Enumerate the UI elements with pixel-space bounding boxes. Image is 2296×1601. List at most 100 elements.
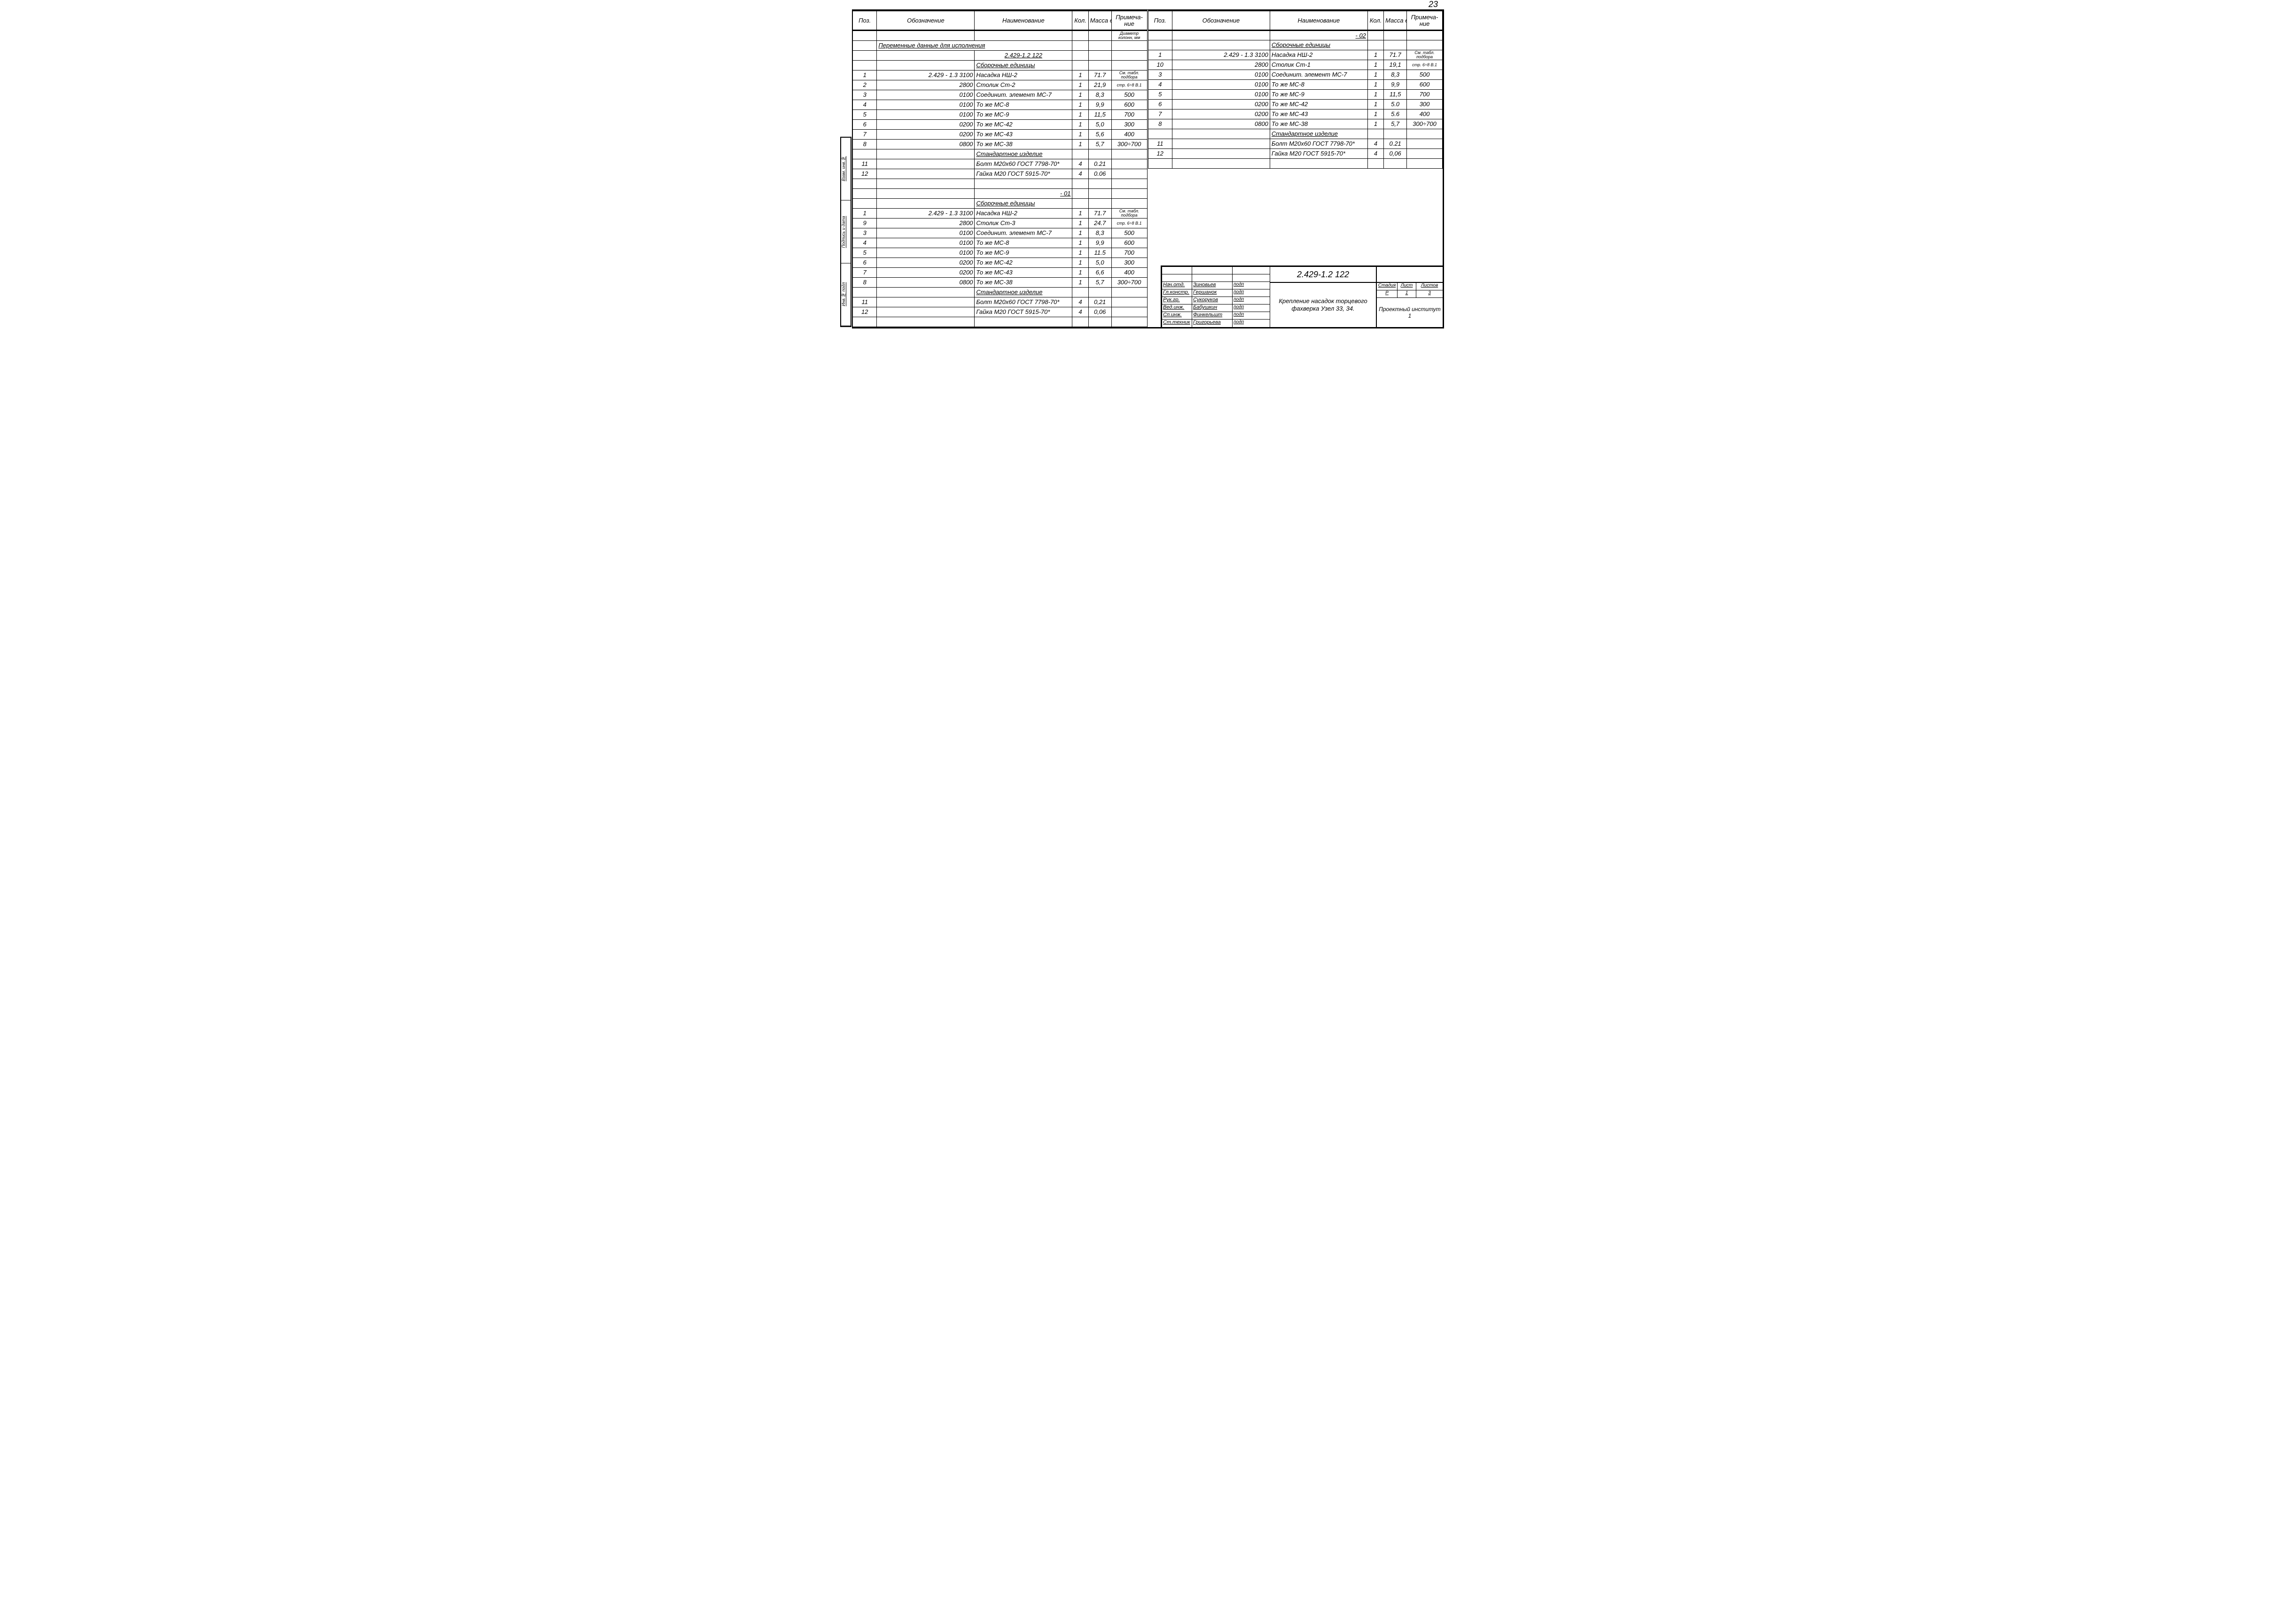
- cell-prim: [1111, 159, 1147, 169]
- cell-prim: [1407, 31, 1443, 40]
- cell-oboz: 0200: [877, 258, 975, 268]
- cell-kol: 1: [1072, 110, 1088, 120]
- cell-poz: [853, 149, 877, 159]
- cell-kol: 1: [1367, 50, 1383, 60]
- role-label: Гл.констр.: [1162, 289, 1192, 297]
- cell-poz: [853, 317, 877, 327]
- stage-header: Стадия Лист Листов: [1377, 283, 1443, 290]
- cell-kol: 1: [1072, 248, 1088, 258]
- cell-kol: 1: [1072, 70, 1088, 80]
- cell-kol: 1: [1072, 90, 1088, 100]
- spec-table-right: Поз. Обозначение Наименование Кол. Масса…: [1148, 10, 1443, 169]
- role-label: Сп.инж.: [1162, 312, 1192, 319]
- cell-kol: 1: [1367, 60, 1383, 70]
- cell-kol: [1072, 179, 1088, 189]
- cell-kol: 1: [1367, 100, 1383, 109]
- cell-kol: 1: [1072, 258, 1088, 268]
- cell-naim: Болт М20х60 ГОСТ 7798-70*: [975, 297, 1072, 307]
- table-row: 12 Гайка М20 ГОСТ 5915-70* 4 0.06: [853, 169, 1148, 179]
- cell-poz: 11: [1148, 139, 1172, 149]
- cell-naim: Стандартное изделие: [1270, 129, 1367, 139]
- cell-poz: [853, 179, 877, 189]
- cell-naim: То же МС-42: [975, 120, 1072, 130]
- cell-poz: [853, 31, 877, 41]
- table-row: 1 2.429 - 1.3 3100 Насадка НШ-2 1 71.7 С…: [1148, 50, 1443, 60]
- cell-oboz: 0100: [877, 90, 975, 100]
- cell-oboz: [877, 297, 975, 307]
- organization: Проектный институт 1: [1377, 298, 1443, 327]
- cell-naim: Соединит. элемент МС-7: [975, 228, 1072, 238]
- cell-prim: 400: [1407, 109, 1443, 119]
- cell-kol: [1072, 149, 1088, 159]
- table-row: 10 2800 Столик Ст-1 1 19,1 стр. 6÷8 В.1: [1148, 60, 1443, 70]
- cell-poz: [853, 288, 877, 297]
- cell-naim: [975, 317, 1072, 327]
- cell-kol: 1: [1072, 268, 1088, 278]
- hdr-poz: Поз.: [853, 11, 877, 31]
- cell-prim: См. табл. подбора: [1111, 209, 1147, 219]
- cell-oboz: [1172, 129, 1270, 139]
- role-sig: подп: [1233, 289, 1270, 297]
- cell-poz: 4: [853, 100, 877, 110]
- cell-kol: [1072, 288, 1088, 297]
- title-block-roles: Нач.отд. Зиновьев подп Гл.констр. Гершан…: [1162, 267, 1270, 327]
- spec-table-left: Поз. Обозначение Наименование Кол. Масса…: [852, 10, 1148, 327]
- drawing-sheet: 23 Взам. инв.№ Подпись и дата Инв.№ подл…: [852, 9, 1444, 328]
- cell-mass: 5,0: [1088, 258, 1111, 268]
- cell-oboz: 0100: [877, 110, 975, 120]
- cell-mass: 11,5: [1384, 90, 1407, 100]
- cell-mass: 5,7: [1384, 119, 1407, 129]
- role-label: Вед.инж.: [1162, 305, 1192, 312]
- table-row: 12 Гайка М20 ГОСТ 5915-70* 4 0,06: [853, 307, 1148, 317]
- cell-naim: Сборочные единицы: [975, 199, 1072, 209]
- cell-naim: То же МС-8: [975, 238, 1072, 248]
- cell-kol: [1072, 317, 1088, 327]
- cell-mass: [1384, 129, 1407, 139]
- table-row: 2.429-1.2 122: [853, 51, 1148, 61]
- hdr-prim: Примеча-ние: [1111, 11, 1147, 31]
- role-sig: подп: [1233, 320, 1270, 327]
- cell-mass: [1088, 189, 1111, 199]
- cell-naim: То же МС-8: [975, 100, 1072, 110]
- cell-mass: [1088, 317, 1111, 327]
- cell-oboz: [1172, 139, 1270, 149]
- cell-kol: 1: [1072, 120, 1088, 130]
- cell-naim: Соединит. элемент МС-7: [975, 90, 1072, 100]
- table-row: Стандартное изделие: [1148, 129, 1443, 139]
- table-row: 6 0200 То же МС-42 1 5,0 300: [853, 258, 1148, 268]
- role-row: Гл.констр. Гершанок подп: [1162, 289, 1270, 297]
- cell-poz: 12: [853, 169, 877, 179]
- cell-prim: 300÷700: [1407, 119, 1443, 129]
- cell-naim: [1270, 159, 1367, 169]
- role-sig: подп: [1233, 312, 1270, 319]
- cell-mass: 9,9: [1088, 100, 1111, 110]
- cell-kol: [1367, 40, 1383, 50]
- role-name: Григорьева: [1192, 320, 1233, 327]
- cell-oboz: [1172, 40, 1270, 50]
- cell-prim: 300÷700: [1111, 140, 1147, 149]
- cell-mass: [1384, 159, 1407, 169]
- cell-mass: 0.06: [1088, 169, 1111, 179]
- cell-mass: 8,3: [1088, 228, 1111, 238]
- cell-naim: То же МС-43: [1270, 109, 1367, 119]
- cell-kol: [1367, 31, 1383, 40]
- cell-naim: Болт М20х60 ГОСТ 7798-70*: [1270, 139, 1367, 149]
- cell-oboz: [877, 61, 975, 70]
- hdr-kol: Кол.: [1367, 11, 1383, 31]
- cell-oboz: 2800: [1172, 60, 1270, 70]
- role-sig: подп: [1233, 305, 1270, 312]
- cell-oboz: 0100: [877, 100, 975, 110]
- cell-naim: Стандартное изделие: [975, 288, 1072, 297]
- cell-mass: [1384, 40, 1407, 50]
- cell-oboz: 2800: [877, 219, 975, 228]
- cell-kol: 1: [1072, 100, 1088, 110]
- role-name: [1192, 267, 1233, 274]
- cell-oboz: [877, 51, 975, 61]
- cell-prim: [1111, 51, 1147, 61]
- cell-prim: 600: [1111, 100, 1147, 110]
- cell-poz: 1: [853, 209, 877, 219]
- cell-kol: [1072, 51, 1088, 61]
- cell-mass: 71.7: [1088, 70, 1111, 80]
- role-name: Сукоруков: [1192, 297, 1233, 304]
- cell-prim: 400: [1111, 268, 1147, 278]
